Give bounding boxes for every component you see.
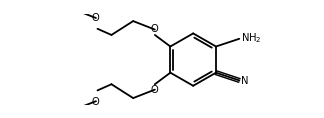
Text: N: N: [241, 76, 248, 86]
Text: O: O: [91, 13, 99, 23]
Text: O: O: [150, 24, 158, 34]
Text: O: O: [91, 97, 99, 107]
Text: O: O: [150, 85, 158, 95]
Text: NH$_2$: NH$_2$: [241, 31, 261, 45]
